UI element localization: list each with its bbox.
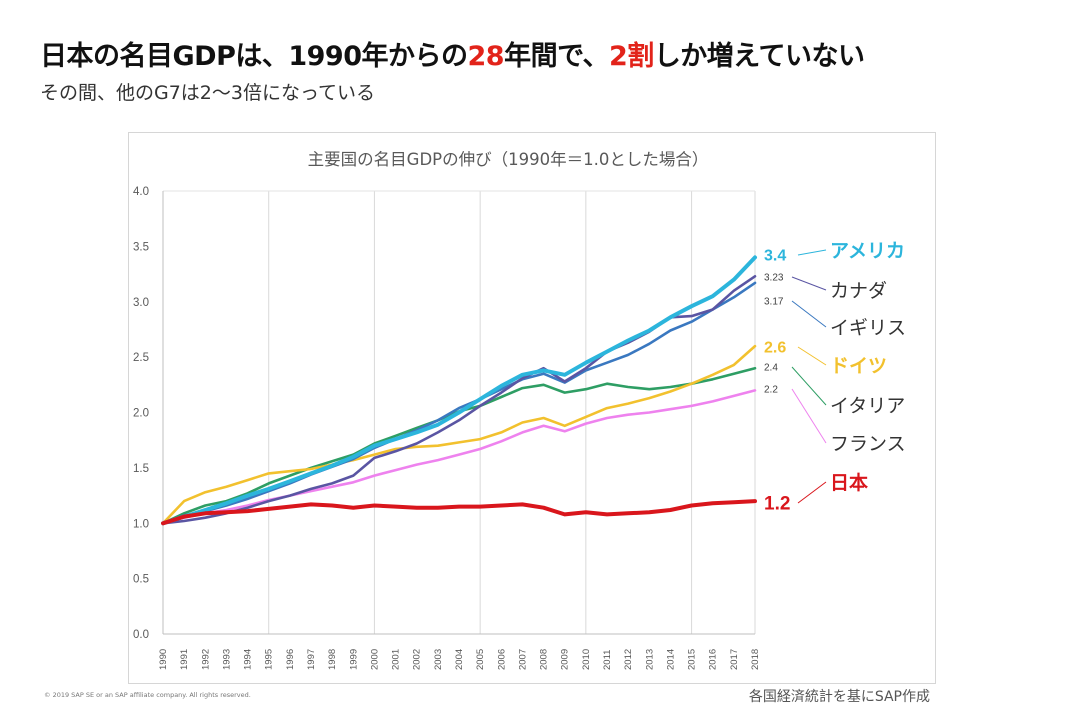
x-tick-label: 2009 — [560, 649, 571, 670]
source-note: 各国経済統計を基にSAP作成 — [748, 689, 930, 705]
x-tick-label: 1999 — [348, 649, 359, 670]
leader-line — [791, 388, 827, 444]
x-tick-label: 1998 — [327, 649, 338, 670]
series-line-1 — [161, 255, 757, 526]
x-tick-label: 2008 — [539, 649, 550, 670]
x-tick-label: 1991 — [179, 649, 190, 670]
series-line-6 — [161, 389, 757, 525]
end-value-label: 2.6 — [764, 340, 786, 357]
x-tick-label: 2017 — [729, 649, 740, 670]
y-tick-label: 0.5 — [133, 574, 149, 586]
x-tick-label: 2006 — [496, 649, 507, 670]
headline-part1: 日本の名目GDPは、1990年からの — [40, 41, 468, 72]
x-tick-label: 1993 — [221, 649, 232, 670]
headline: 日本の名目GDPは、1990年からの28年間で、2割しか増えていない — [40, 34, 865, 73]
end-value-label: 3.17 — [764, 297, 784, 308]
x-tick-label: 2013 — [644, 649, 655, 670]
end-value-label: 2.4 — [764, 363, 778, 374]
x-tick-label: 2003 — [433, 649, 444, 670]
end-value-label: 3.23 — [764, 273, 784, 284]
y-tick-label: 3.0 — [133, 297, 149, 309]
headline-part3: しか増えていない — [653, 41, 865, 72]
x-tick-label: 2000 — [369, 649, 380, 670]
series-line-2 — [161, 274, 757, 525]
x-tick-label: 1996 — [285, 649, 296, 670]
x-tick-label: 2001 — [391, 649, 402, 670]
headline-highlight-ratio: 2割 — [609, 41, 654, 72]
series-name-label: フランス — [830, 433, 906, 455]
end-value-label: 3.4 — [764, 248, 786, 265]
x-tick-label: 1994 — [243, 649, 254, 670]
x-tick-label: 1992 — [200, 649, 211, 670]
subheadline: その間、他のG7は2～3倍になっている — [40, 82, 376, 104]
series-name-label: 日本 — [830, 471, 868, 494]
series-name-label: ドイツ — [830, 355, 887, 377]
x-tick-label: 2010 — [581, 649, 592, 670]
series-name-label: カナダ — [830, 280, 887, 302]
x-tick-label: 1990 — [158, 649, 169, 670]
y-tick-label: 2.0 — [133, 408, 149, 420]
headline-part2: 年間で、 — [504, 41, 610, 72]
leader-line — [791, 276, 827, 291]
end-value-label: 2.2 — [764, 385, 778, 396]
x-tick-label: 2012 — [623, 649, 634, 670]
series-name-label: アメリカ — [830, 240, 905, 262]
y-tick-label: 0.0 — [133, 629, 149, 641]
x-tick-label: 2016 — [708, 649, 719, 670]
leader-line — [797, 346, 827, 366]
x-tick-label: 2015 — [687, 649, 698, 670]
series-line-4 — [161, 344, 757, 525]
leader-line — [791, 366, 827, 406]
series-name-label: イギリス — [830, 317, 906, 339]
y-tick-label: 4.0 — [133, 186, 149, 198]
x-tick-label: 2002 — [412, 649, 423, 670]
x-tick-label: 2004 — [454, 649, 465, 670]
y-tick-label: 1.0 — [133, 518, 149, 530]
y-tick-label: 2.5 — [133, 352, 149, 364]
x-tick-label: 1997 — [306, 649, 317, 670]
chart-title: 主要国の名目GDPの伸び（1990年＝1.0とした場合） — [307, 150, 709, 169]
y-tick-label: 3.5 — [133, 241, 149, 253]
series-line-7 — [161, 499, 757, 526]
x-tick-label: 2005 — [475, 649, 486, 670]
copyright-notice: © 2019 SAP SE or an SAP affiliate compan… — [44, 691, 251, 699]
series-line-3 — [161, 281, 757, 525]
x-tick-label: 1995 — [264, 649, 275, 670]
headline-highlight-years: 28 — [467, 41, 505, 72]
series-name-label: イタリア — [830, 395, 905, 417]
leader-line — [797, 481, 827, 504]
x-tick-label: 2018 — [750, 649, 761, 670]
y-tick-label: 1.5 — [133, 463, 149, 475]
x-tick-label: 2007 — [517, 649, 528, 670]
chart-frame — [128, 132, 936, 684]
x-tick-label: 2011 — [602, 650, 613, 670]
leader-line — [791, 300, 827, 328]
end-value-label: 1.2 — [764, 494, 790, 515]
leader-line — [797, 249, 827, 256]
x-tick-label: 2014 — [665, 649, 676, 670]
